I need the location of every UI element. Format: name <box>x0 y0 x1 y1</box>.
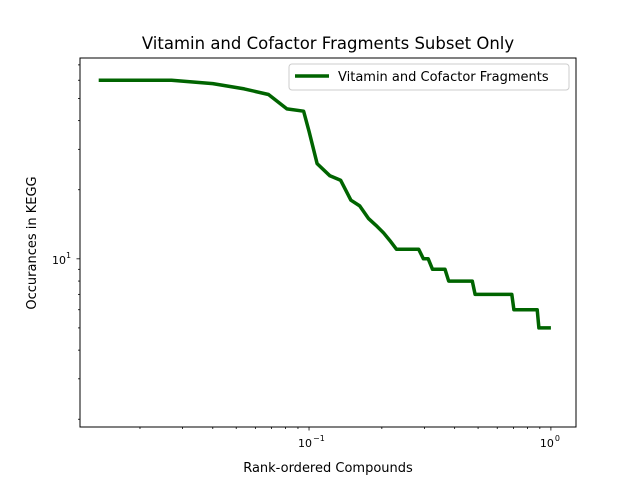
x-tick-label: 10 <box>540 437 554 450</box>
x-tick-exponent: 0 <box>555 434 560 443</box>
legend-label: Vitamin and Cofactor Fragments <box>338 70 549 85</box>
x-tick-label: 10 <box>298 437 312 450</box>
plot-layer <box>98 78 552 330</box>
x-tick-exponent: −1 <box>313 434 325 443</box>
y-tick-label: 10 <box>52 254 66 267</box>
x-axis-ticks: 10 −1 10 0 <box>139 427 560 450</box>
y-tick-exponent: 1 <box>66 251 71 260</box>
legend-box <box>288 63 570 91</box>
series-line-0 <box>98 78 552 330</box>
y-axis-label: Occurances in KEGG <box>25 176 40 309</box>
x-axis-label: Rank-ordered Compounds <box>243 461 413 476</box>
legend: Vitamin and Cofactor Fragments <box>288 63 570 91</box>
chart-title: Vitamin and Cofactor Fragments Subset On… <box>142 34 514 53</box>
plot-frame <box>79 57 577 428</box>
